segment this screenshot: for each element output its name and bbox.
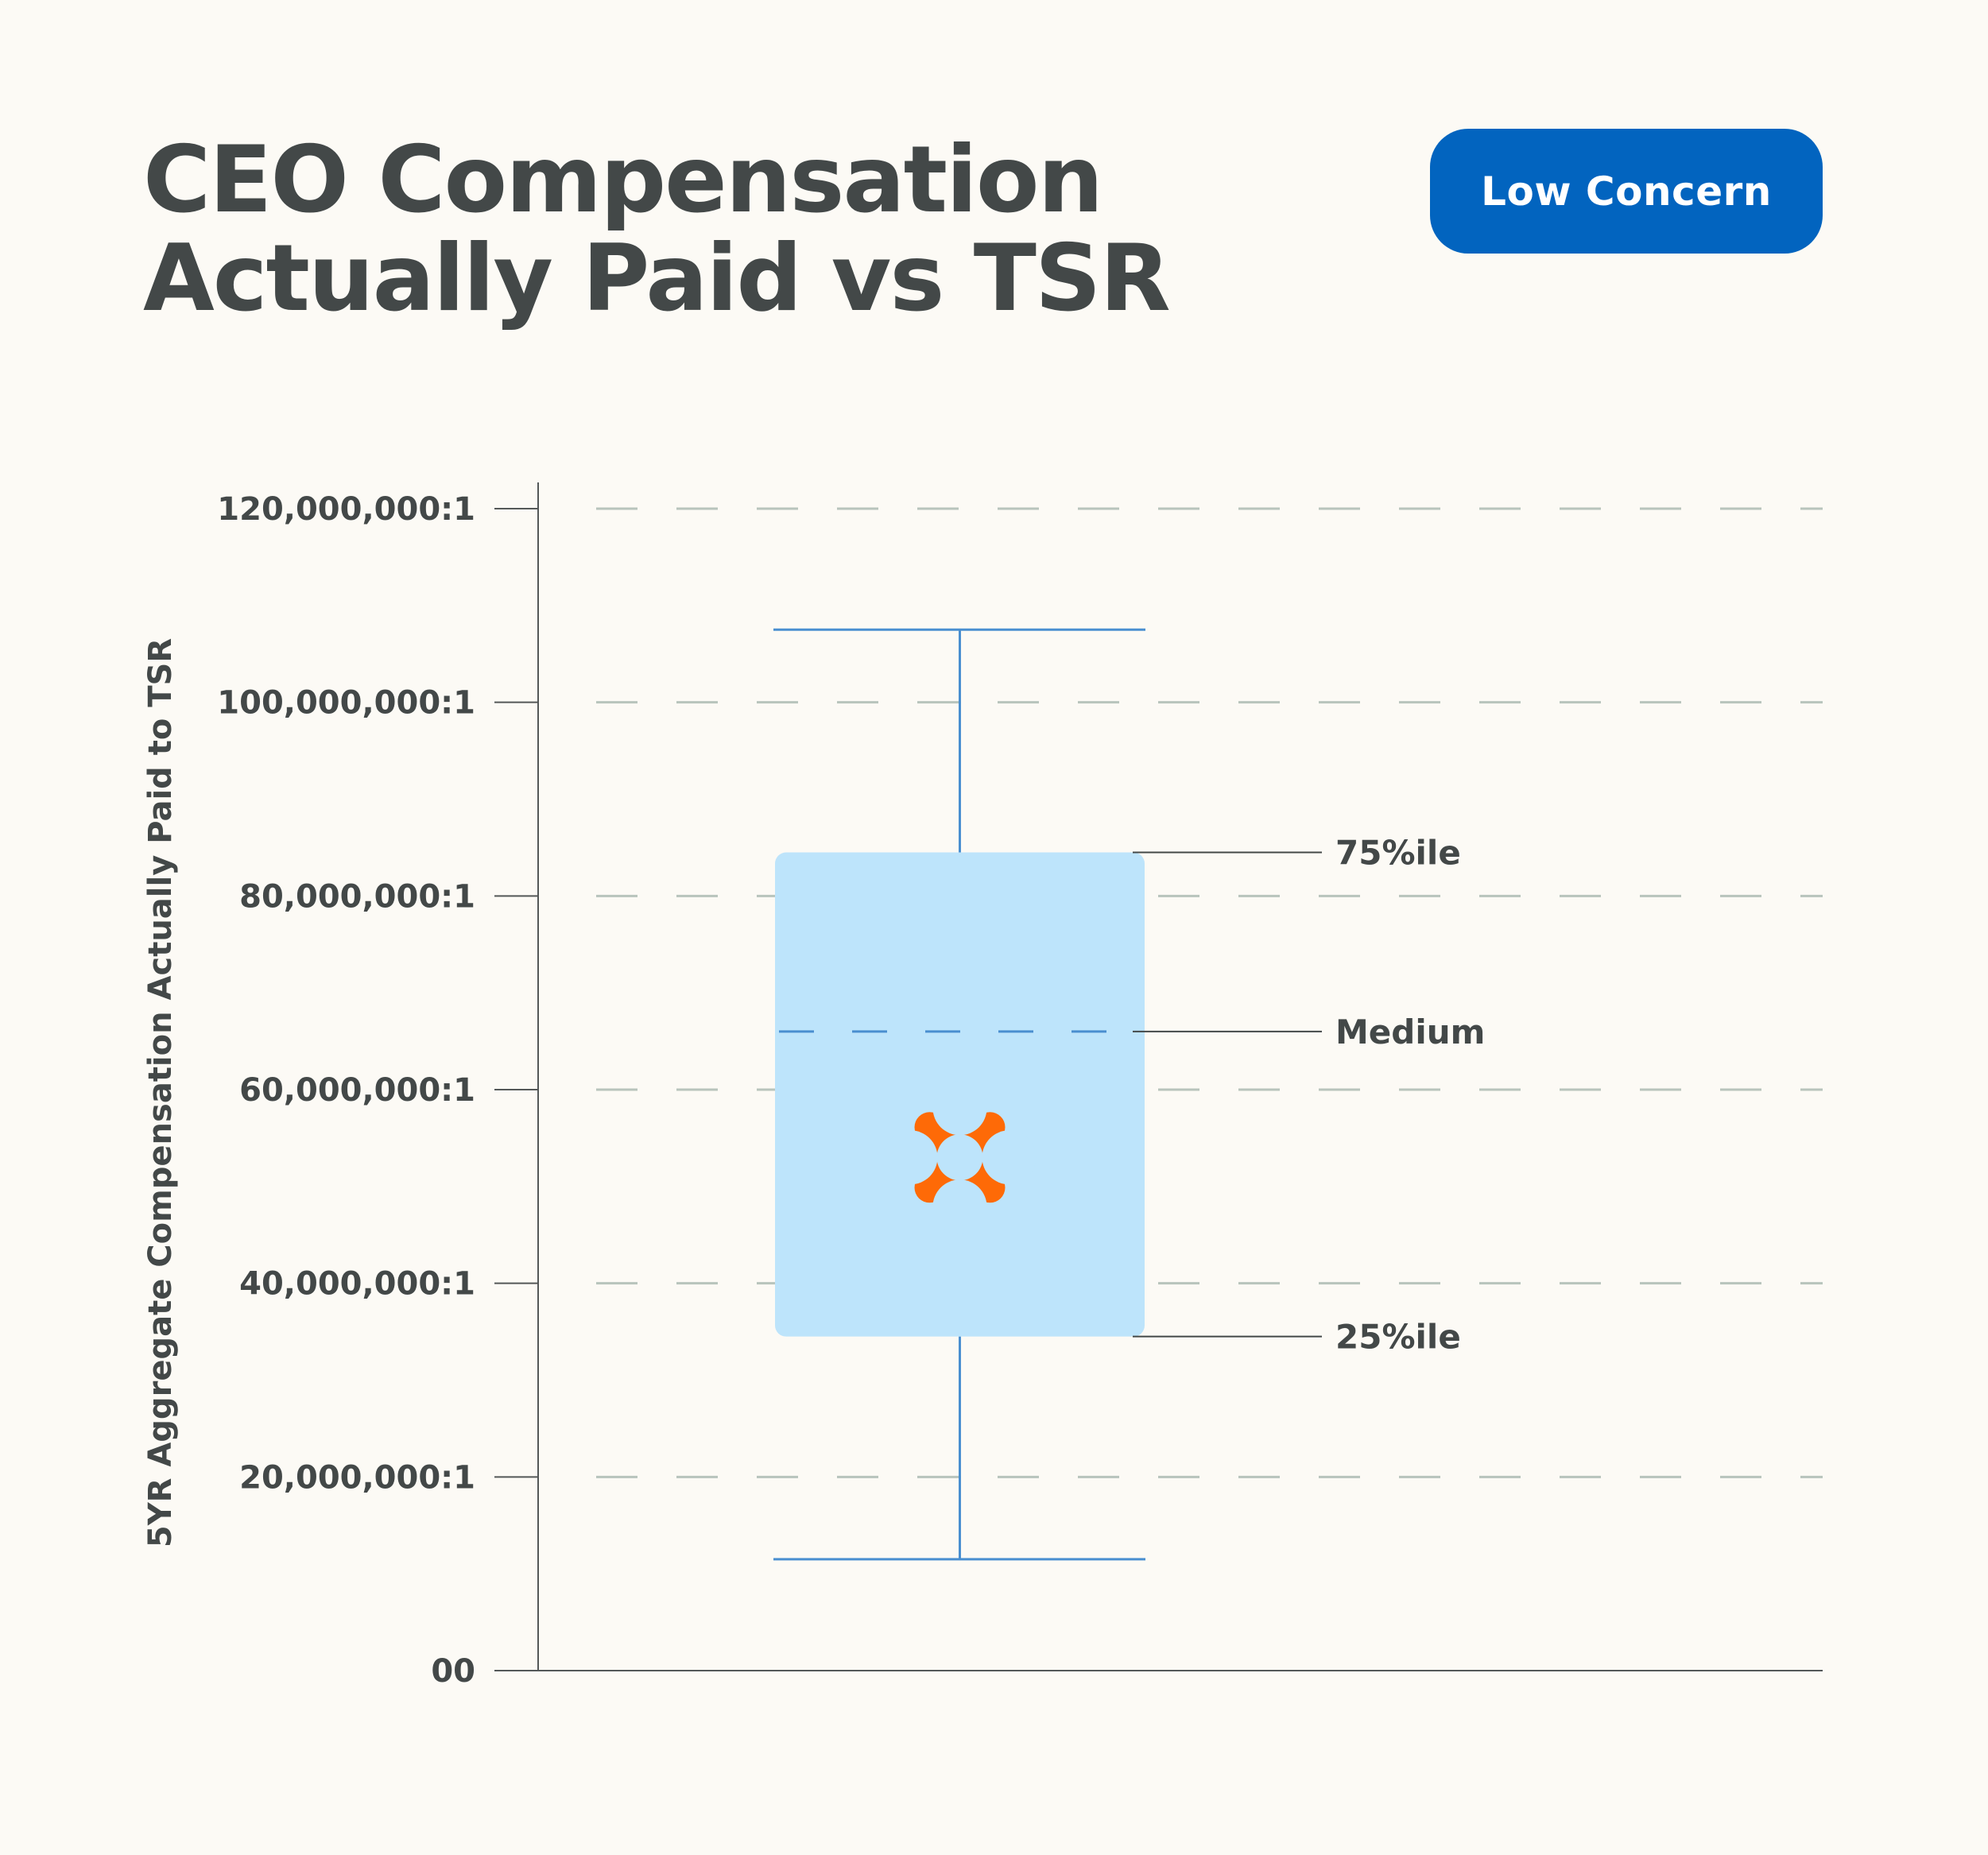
concern-badge: Low Concern — [1430, 129, 1823, 254]
marker-notch — [883, 1130, 938, 1185]
y-tick-label: 100,000,000:1 — [217, 685, 475, 722]
box-plot — [773, 628, 1145, 1561]
y-tick-label: 120,000,000:1 — [217, 491, 475, 528]
y-tick-labels: 00 20,000,000:1 40,000,000:1 60,000,000:1 80… — [217, 491, 475, 1690]
y-tick-label: 80,000,000:1 — [239, 878, 475, 915]
marker-notch — [932, 1081, 987, 1136]
y-tick-label: 60,000,000:1 — [239, 1072, 475, 1109]
company-marker-icon — [883, 1081, 1037, 1234]
annotation-label: 75%ile — [1335, 834, 1461, 873]
y-tick-label: 00 — [431, 1653, 475, 1690]
axes — [494, 482, 1823, 1671]
y-axis-label: 5YR Aggregate Compensation Actually Paid… — [142, 638, 179, 1547]
marker-hole — [936, 1134, 983, 1181]
annotations: 75%ile Medium 25%ile — [1133, 834, 1485, 1357]
marker-notch — [932, 1179, 987, 1234]
annotation-label: 25%ile — [1335, 1318, 1461, 1357]
annotation-label: Medium — [1335, 1013, 1485, 1051]
y-tick-label: 40,000,000:1 — [239, 1266, 475, 1303]
page-title: CEO Compensation Actually Paid vs TSR — [143, 126, 1171, 332]
marker-notch — [982, 1130, 1037, 1185]
y-tick-label: 20,000,000:1 — [239, 1459, 475, 1496]
